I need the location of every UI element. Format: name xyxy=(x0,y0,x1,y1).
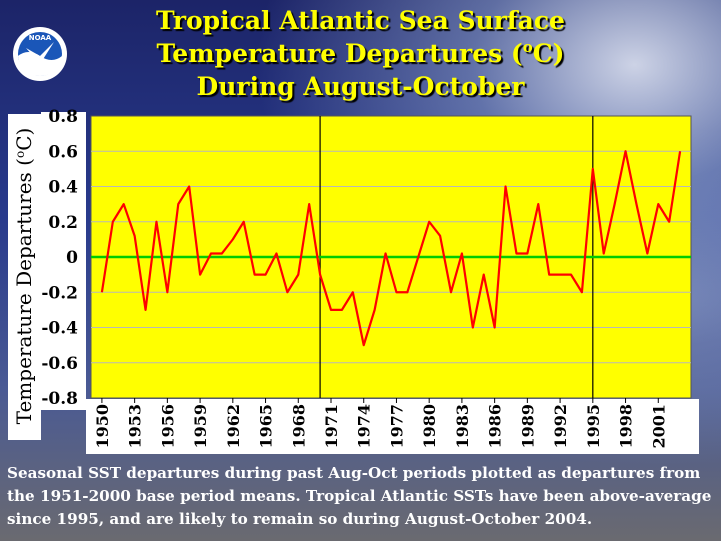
title-line-1: Tropical Atlantic Sea Surface xyxy=(156,6,565,35)
y-tick-label: 0.2 xyxy=(48,213,78,233)
title-line-3: During August-October xyxy=(196,72,525,101)
chart-title: Tropical Atlantic Sea Surface Temperatur… xyxy=(0,4,721,103)
x-tick-label: 1983 xyxy=(453,404,472,449)
noaa-logo-text: NOAA xyxy=(29,34,52,42)
y-tick-label: 0.6 xyxy=(48,142,78,162)
x-tick-label: 1965 xyxy=(257,404,276,449)
title-line-2-text: Temperature Departures ( xyxy=(156,39,523,68)
x-tick-label: 1953 xyxy=(126,404,145,449)
y-tick-label: 0 xyxy=(66,248,78,268)
x-tick-label: 1977 xyxy=(387,404,406,449)
x-tick-label: 1956 xyxy=(158,404,177,449)
x-tick-panel xyxy=(86,399,699,454)
caption: Seasonal SST departures during past Aug-… xyxy=(7,464,712,528)
x-tick-label: 1974 xyxy=(355,404,374,449)
y-tick-label: -0.6 xyxy=(41,354,78,374)
y-tick-label: -0.2 xyxy=(41,283,78,303)
x-tick-label: 1992 xyxy=(551,404,570,449)
x-tick-label: 2001 xyxy=(649,404,668,449)
title-line-2-unit: C) xyxy=(532,39,565,68)
sst-departure-line xyxy=(100,150,682,347)
x-tick-label: 1962 xyxy=(224,404,243,449)
y-tick-label: -0.4 xyxy=(41,319,78,339)
y-tick-label: -0.8 xyxy=(41,389,78,409)
x-tick-label: 1968 xyxy=(289,404,308,449)
x-tick-label: 1995 xyxy=(584,404,603,449)
title-degree-sup: o xyxy=(522,38,533,56)
x-tick-label: 1998 xyxy=(617,404,636,449)
x-tick-label: 1980 xyxy=(420,404,439,449)
ylabel-panel xyxy=(8,114,41,440)
title-line-2: Temperature Departures (oC) xyxy=(0,37,721,70)
x-tick-label: 1989 xyxy=(518,404,537,449)
y-tick-label: 0.4 xyxy=(48,178,78,198)
x-tick-label: 1971 xyxy=(322,404,341,449)
noaa-logo: NOAA xyxy=(13,27,67,81)
y-tick-panel xyxy=(41,112,86,410)
y-tick-label: 0.8 xyxy=(48,107,78,127)
x-tick-label: 1986 xyxy=(486,404,505,449)
x-tick-label: 1959 xyxy=(191,404,210,449)
x-tick-label: 1950 xyxy=(93,404,112,449)
